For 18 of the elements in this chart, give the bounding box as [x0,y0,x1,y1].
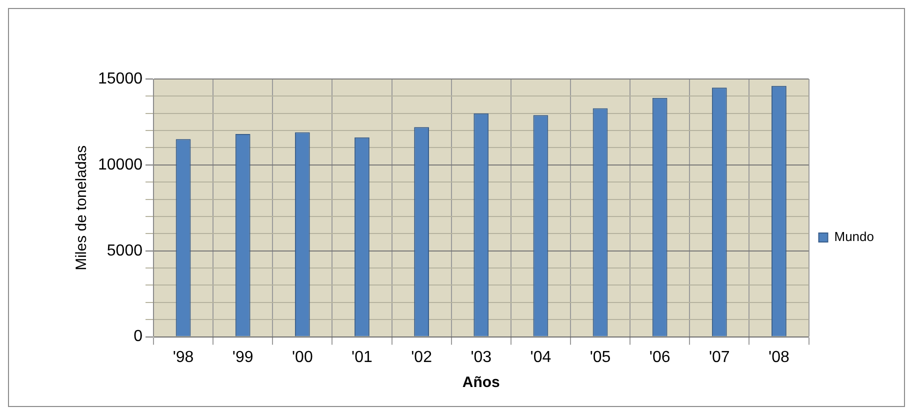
y-tick-label: 0 [134,328,143,346]
x-tick-label: '99 [232,348,254,366]
legend-label: Mundo [834,229,874,244]
x-tick-label: '08 [768,348,790,366]
x-tick-label: '03 [470,348,492,366]
x-tick-label: '04 [530,348,552,366]
y-axis-title: Miles de toneladas [73,145,90,270]
x-tick-label: '02 [411,348,432,366]
y-tick-label: 10000 [98,156,143,174]
x-tick-label: '01 [352,348,373,366]
x-axis-title: Años [462,374,500,392]
x-tick-label: '06 [649,348,670,366]
x-tick-label: '00 [292,348,313,366]
x-tick-label: '05 [590,348,611,366]
y-tick-label: 5000 [106,242,143,260]
x-tick-label: '07 [708,348,730,366]
x-tick-label: '98 [172,348,194,366]
y-tick-label: 15000 [98,70,143,88]
